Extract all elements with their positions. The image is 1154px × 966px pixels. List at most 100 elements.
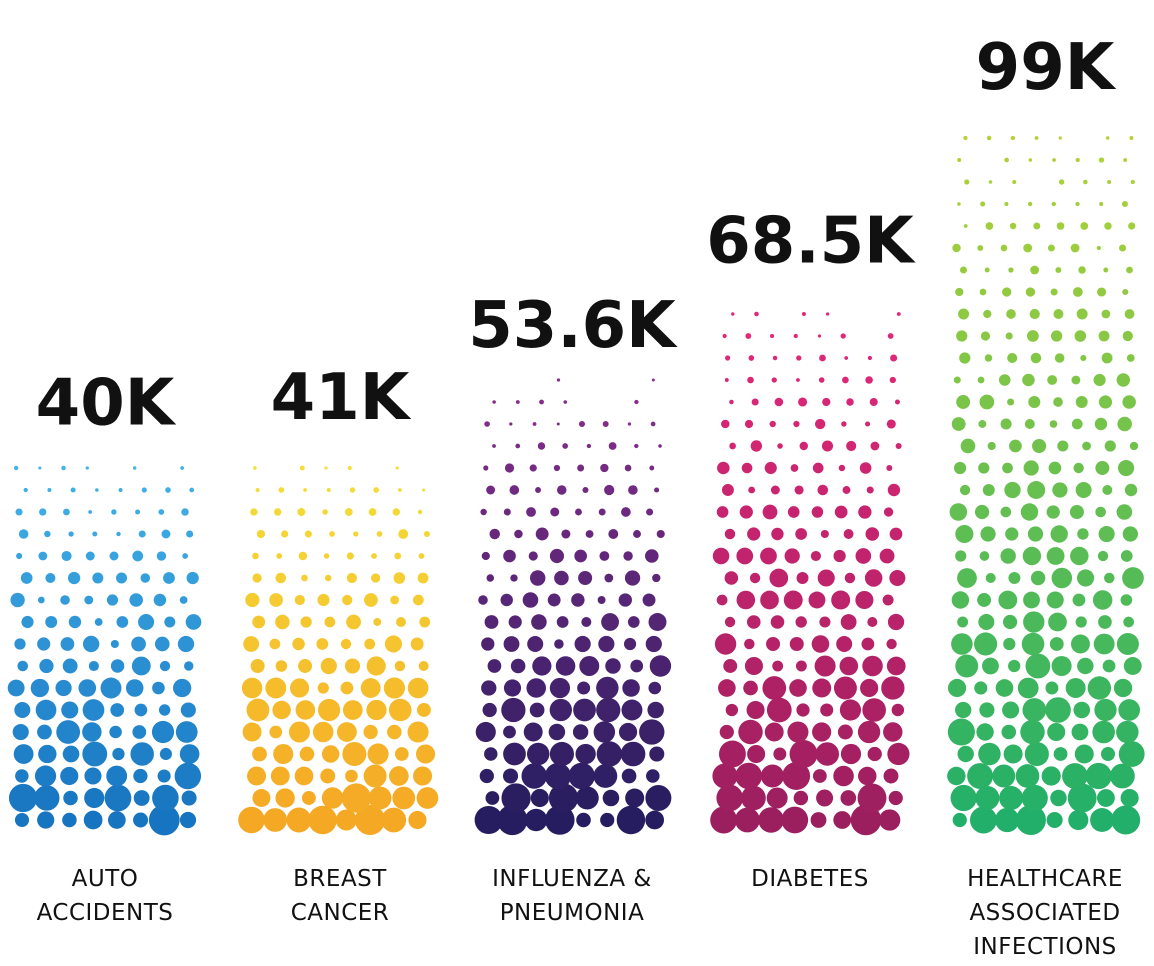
dot — [596, 697, 621, 723]
dot-bar — [7, 465, 202, 836]
dot — [869, 397, 878, 407]
value-label: 99K — [976, 31, 1117, 105]
dot — [158, 704, 171, 716]
dot — [501, 783, 531, 813]
dot — [837, 724, 853, 740]
dot — [1021, 632, 1045, 656]
dot — [298, 551, 308, 561]
dot — [485, 791, 500, 805]
dot — [886, 656, 906, 676]
dot — [633, 530, 641, 538]
dot — [760, 547, 777, 565]
dot — [649, 746, 665, 762]
dot — [959, 352, 971, 364]
dot — [723, 659, 738, 673]
dot — [883, 768, 899, 784]
dot — [474, 805, 503, 835]
dot — [974, 632, 998, 656]
dot — [524, 808, 548, 832]
dot — [14, 701, 31, 719]
dot — [1126, 354, 1135, 362]
dot — [367, 743, 389, 765]
dot — [1001, 724, 1017, 740]
dot — [602, 789, 620, 807]
dot — [515, 400, 520, 404]
dot — [252, 615, 266, 629]
dot — [748, 486, 756, 494]
dot — [1007, 398, 1015, 406]
dot — [153, 593, 167, 607]
dot — [316, 638, 329, 650]
dot — [1077, 657, 1094, 675]
dot — [976, 723, 994, 741]
dot — [38, 551, 48, 561]
dot — [784, 548, 800, 564]
dot — [373, 487, 380, 493]
dot — [710, 806, 738, 834]
dot — [793, 790, 809, 806]
dot — [60, 595, 70, 605]
dot — [106, 594, 119, 606]
dot — [422, 488, 426, 492]
dot — [747, 527, 761, 541]
dot — [1107, 180, 1112, 184]
dot — [1050, 288, 1058, 296]
dot — [953, 376, 961, 384]
dot — [180, 466, 185, 470]
dot — [398, 529, 409, 539]
dot — [1024, 741, 1049, 767]
dot — [1000, 244, 1008, 252]
dot — [34, 785, 60, 811]
dot — [598, 635, 615, 653]
dot — [743, 680, 758, 696]
dot — [1126, 266, 1133, 274]
dot — [639, 719, 665, 745]
dot — [793, 420, 800, 428]
dot — [574, 549, 587, 563]
dot — [822, 397, 831, 407]
dot — [312, 721, 334, 743]
dot — [974, 681, 988, 695]
dot — [1104, 222, 1112, 230]
dot — [1075, 396, 1088, 408]
dot — [1094, 417, 1108, 431]
dot — [317, 682, 329, 694]
dot — [771, 377, 777, 383]
dot — [297, 507, 306, 517]
dot — [486, 574, 495, 582]
dot — [760, 764, 784, 788]
dot — [82, 635, 100, 653]
dot — [836, 636, 853, 652]
dot — [1072, 287, 1083, 297]
dot — [978, 462, 990, 474]
dot — [177, 635, 195, 653]
dot — [1055, 267, 1062, 273]
dot — [649, 655, 672, 677]
dot — [112, 747, 125, 761]
dot — [963, 135, 968, 141]
dot — [82, 741, 108, 767]
dot — [634, 399, 639, 405]
dot — [964, 179, 970, 185]
dot — [985, 222, 994, 230]
dot — [621, 507, 631, 517]
dot — [724, 571, 739, 585]
dot — [1046, 811, 1063, 829]
dot — [731, 312, 735, 316]
dot — [38, 744, 57, 764]
dot — [716, 506, 729, 518]
dot — [415, 744, 436, 764]
dot — [817, 569, 835, 587]
dot — [865, 421, 871, 427]
dot — [478, 595, 488, 605]
dot — [978, 613, 995, 631]
dot — [62, 745, 80, 763]
dot — [37, 811, 55, 829]
dot — [104, 784, 132, 812]
dot — [831, 590, 851, 610]
dot — [510, 574, 518, 582]
dot — [423, 530, 430, 538]
dot — [1116, 632, 1139, 656]
dot — [573, 698, 596, 722]
dot — [23, 487, 28, 493]
